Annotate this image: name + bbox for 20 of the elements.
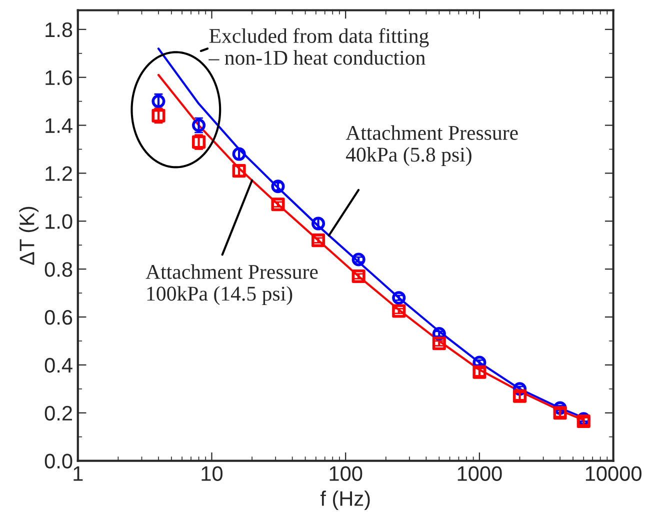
- annotation: Attachment Pressure 100kPa (14.5 psi): [146, 264, 318, 305]
- y-tick-label: 0.6: [44, 310, 72, 325]
- y-axis-title: ΔT (K): [19, 206, 38, 265]
- y-tick-label: 1.0: [46, 214, 72, 229]
- y-tick-label: 1.2: [46, 166, 72, 181]
- y-tick-label: 1.8: [46, 22, 72, 38]
- x-tick-label: 1000: [458, 466, 502, 481]
- y-tick-label: 0.0: [44, 454, 72, 469]
- annotation: Attachment Pressure 40kPa (5.8 psi): [346, 125, 518, 166]
- x-axis-title: f (Hz): [320, 490, 370, 510]
- y-tick-label: 0.4: [44, 358, 72, 373]
- y-tick-label: 1.4: [46, 118, 72, 133]
- x-tick-label: 10000: [586, 466, 642, 481]
- x-tick-label: 100: [330, 466, 362, 481]
- x-tick-label: 10: [202, 466, 223, 481]
- y-tick-label: 0.2: [44, 406, 72, 421]
- x-tick-label: 1: [74, 466, 83, 481]
- annotation: Excluded from data fitting – non-1D heat conduction: [208, 28, 429, 65]
- y-tick-label: 1.6: [46, 70, 72, 86]
- y-tick-label: 0.8: [44, 262, 72, 277]
